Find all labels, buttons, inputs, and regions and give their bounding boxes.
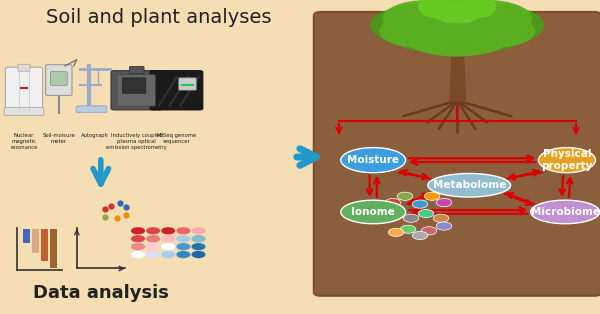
- FancyBboxPatch shape: [76, 106, 107, 112]
- FancyBboxPatch shape: [18, 64, 30, 71]
- Circle shape: [403, 214, 419, 222]
- Circle shape: [161, 251, 175, 258]
- Polygon shape: [463, 16, 535, 47]
- Bar: [41, 229, 48, 261]
- Circle shape: [400, 225, 416, 233]
- Circle shape: [433, 214, 449, 222]
- FancyBboxPatch shape: [5, 67, 43, 112]
- Circle shape: [385, 198, 401, 207]
- Ellipse shape: [341, 148, 406, 173]
- FancyBboxPatch shape: [117, 74, 155, 106]
- Circle shape: [176, 235, 191, 242]
- Circle shape: [424, 192, 440, 200]
- Circle shape: [131, 251, 145, 258]
- Circle shape: [421, 227, 437, 235]
- Polygon shape: [442, 5, 544, 46]
- FancyBboxPatch shape: [46, 65, 72, 95]
- Circle shape: [191, 243, 206, 250]
- Text: Autograph: Autograph: [81, 133, 109, 138]
- Polygon shape: [397, 6, 517, 57]
- Bar: [32, 229, 39, 253]
- Circle shape: [191, 227, 206, 235]
- FancyBboxPatch shape: [111, 71, 162, 110]
- Ellipse shape: [341, 200, 406, 224]
- Text: Moisture: Moisture: [347, 155, 399, 165]
- Circle shape: [161, 227, 175, 235]
- FancyBboxPatch shape: [314, 12, 600, 296]
- Circle shape: [412, 200, 428, 208]
- Circle shape: [176, 251, 191, 258]
- Circle shape: [146, 243, 160, 250]
- Circle shape: [161, 243, 175, 250]
- FancyBboxPatch shape: [130, 67, 144, 73]
- Polygon shape: [442, 0, 532, 38]
- Text: Nuclear
magnetic
resonance: Nuclear magnetic resonance: [10, 133, 38, 150]
- Circle shape: [191, 235, 206, 242]
- Ellipse shape: [428, 173, 511, 197]
- Polygon shape: [370, 5, 472, 46]
- Circle shape: [176, 227, 191, 235]
- Polygon shape: [388, 17, 478, 52]
- Polygon shape: [382, 0, 472, 38]
- Text: MiSeq genome
sequencer: MiSeq genome sequencer: [157, 133, 197, 144]
- Circle shape: [146, 227, 160, 235]
- Bar: [23, 229, 30, 243]
- FancyBboxPatch shape: [179, 78, 196, 90]
- Circle shape: [131, 227, 145, 235]
- Circle shape: [161, 235, 175, 242]
- Text: Metabolome: Metabolome: [433, 180, 506, 190]
- Polygon shape: [436, 17, 526, 52]
- Circle shape: [436, 198, 452, 207]
- Circle shape: [436, 222, 452, 230]
- Text: Ionome: Ionome: [352, 207, 395, 217]
- Text: Soil-moisure
meter: Soil-moisure meter: [43, 133, 75, 144]
- FancyBboxPatch shape: [50, 72, 67, 85]
- Circle shape: [146, 235, 160, 242]
- Circle shape: [388, 228, 404, 236]
- Circle shape: [191, 251, 206, 258]
- Circle shape: [131, 243, 145, 250]
- Text: Data analysis: Data analysis: [33, 284, 169, 302]
- Circle shape: [131, 235, 145, 242]
- FancyBboxPatch shape: [150, 71, 203, 110]
- Text: Physical
property: Physical property: [541, 149, 593, 171]
- Bar: [50, 229, 57, 268]
- Circle shape: [146, 251, 160, 258]
- Polygon shape: [406, 0, 508, 36]
- Circle shape: [418, 209, 434, 218]
- FancyBboxPatch shape: [4, 107, 44, 116]
- Circle shape: [397, 192, 413, 200]
- Text: Inductively coupled
plasma optical
emission spectrometry: Inductively coupled plasma optical emiss…: [106, 133, 167, 150]
- Text: Soil and plant analyses: Soil and plant analyses: [46, 8, 272, 27]
- Ellipse shape: [539, 148, 595, 173]
- Text: Microbiome: Microbiome: [530, 207, 600, 217]
- Ellipse shape: [530, 200, 600, 224]
- FancyBboxPatch shape: [122, 78, 146, 93]
- Circle shape: [388, 209, 404, 218]
- Polygon shape: [379, 16, 451, 47]
- Polygon shape: [418, 0, 496, 24]
- Circle shape: [176, 243, 191, 250]
- Circle shape: [412, 231, 428, 240]
